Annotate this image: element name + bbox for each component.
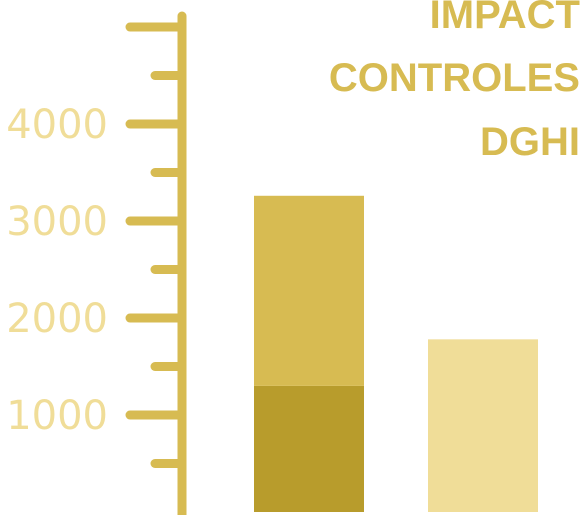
chart-title-line-1: IMPACT xyxy=(430,0,580,37)
y-tick-label: 4000 xyxy=(6,102,108,148)
bar-1-segment-2 xyxy=(254,195,364,386)
y-tick-label: 2000 xyxy=(6,296,108,342)
bar-1-segment-1 xyxy=(254,385,364,512)
y-tick-label: 3000 xyxy=(6,199,108,245)
chart-title: IMPACT CONTROLES DGHI xyxy=(329,0,580,164)
y-axis-tick-labels: 1000 2000 3000 4000 xyxy=(6,102,108,439)
chart-title-line-2: CONTROLES xyxy=(329,56,580,100)
y-tick-label: 1000 xyxy=(6,393,108,439)
y-axis-ticks xyxy=(125,22,187,468)
chart-title-line-3: DGHI xyxy=(480,120,580,164)
bar-2-segment-1 xyxy=(428,339,538,512)
bars xyxy=(254,195,538,512)
